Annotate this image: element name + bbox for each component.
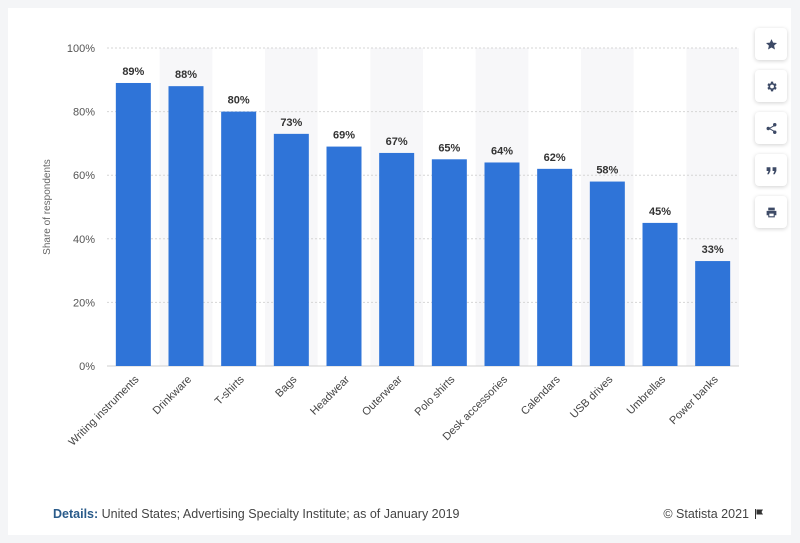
bar[interactable] [695,261,731,366]
footer-details: Details: United States; Advertising Spec… [53,507,459,521]
category-label: Headwear [308,373,352,417]
footer-credit[interactable]: © Statista 2021 [663,507,765,521]
data-label: 69% [333,130,355,142]
y-tick-label: 40% [73,234,95,246]
bar[interactable] [484,162,520,366]
bar[interactable] [221,111,257,366]
bar-chart: 0% 20% 40% 60% 80% 100% 89% 88% 80% 73% 69% 67% 65%… [42,43,739,449]
category-label: T-shirts [213,373,247,407]
category-label: Bags [273,373,300,400]
details-label: Details: [53,507,99,521]
credit-text: © Statista 2021 [663,507,749,521]
category-label: Power banks [667,373,721,427]
quote-icon [766,166,776,174]
category-label: USB drives [568,373,616,421]
y-tick-label: 100% [67,43,95,55]
bar[interactable] [168,86,204,366]
sidebar-toolbar [755,28,789,238]
data-label: 58% [596,165,618,177]
y-tick-label: 20% [73,297,95,309]
data-label: 62% [544,152,566,164]
category-label: Umbrellas [625,373,669,417]
bar[interactable] [642,222,678,366]
data-label: 80% [228,95,250,107]
data-label: 65% [438,142,460,154]
category-label: Writing instruments [67,373,142,448]
share-icon [766,122,776,134]
bar[interactable] [537,168,573,366]
data-label: 45% [649,206,671,218]
print-button[interactable] [755,196,787,228]
y-tick-label: 60% [73,170,95,182]
share-button[interactable] [755,112,787,144]
category-label: Drinkware [151,374,194,417]
data-label: 89% [122,66,144,78]
y-axis-label: Share of respondents [42,159,53,255]
data-label: 64% [491,145,513,157]
category-label: Calendars [519,373,563,417]
data-label: 67% [386,136,408,148]
bar[interactable] [115,82,151,366]
y-tick-label: 80% [73,107,95,119]
category-label: Outerwear [360,373,405,418]
gear-icon [766,81,777,91]
cite-button[interactable] [755,154,787,186]
data-label: 88% [175,69,197,81]
flag-icon [755,509,763,519]
star-icon [765,38,777,49]
chart-card: 0% 20% 40% 60% 80% 100% 89% 88% 80% 73% 69% 67% 65%… [8,8,791,535]
data-label: 73% [280,117,302,129]
print-icon [766,207,776,217]
bar[interactable] [589,181,625,366]
data-label: 33% [702,244,724,256]
bar[interactable] [379,152,415,366]
bar[interactable] [431,159,467,366]
category-label: Polo shirts [413,373,458,418]
details-text: United States; Advertising Specialty Ins… [98,507,460,521]
bar[interactable] [326,146,362,366]
bar[interactable] [273,133,309,366]
y-tick-label: 0% [79,361,95,373]
favorite-button[interactable] [755,28,787,60]
settings-button[interactable] [755,70,787,102]
